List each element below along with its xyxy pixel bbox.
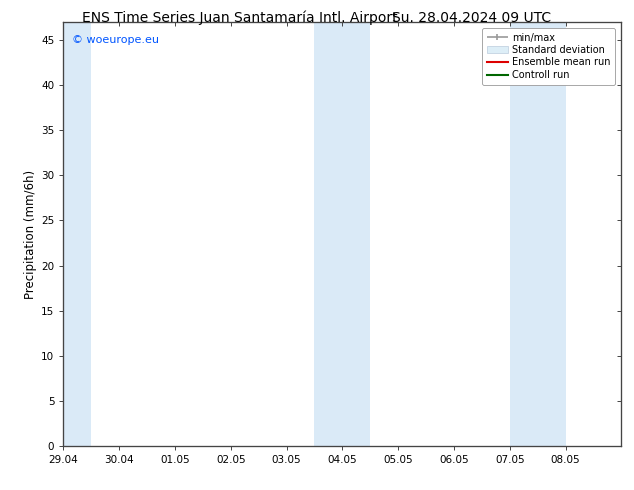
Text: Su. 28.04.2024 09 UTC: Su. 28.04.2024 09 UTC xyxy=(392,11,552,25)
Text: © woeurope.eu: © woeurope.eu xyxy=(72,35,158,45)
Y-axis label: Precipitation (mm/6h): Precipitation (mm/6h) xyxy=(24,170,37,298)
Bar xyxy=(314,22,370,446)
Bar xyxy=(63,22,91,446)
Text: ENS Time Series Juan Santamaría Intl. Airport: ENS Time Series Juan Santamaría Intl. Ai… xyxy=(82,11,398,25)
Legend: min/max, Standard deviation, Ensemble mean run, Controll run: min/max, Standard deviation, Ensemble me… xyxy=(482,28,616,85)
Bar xyxy=(510,22,566,446)
